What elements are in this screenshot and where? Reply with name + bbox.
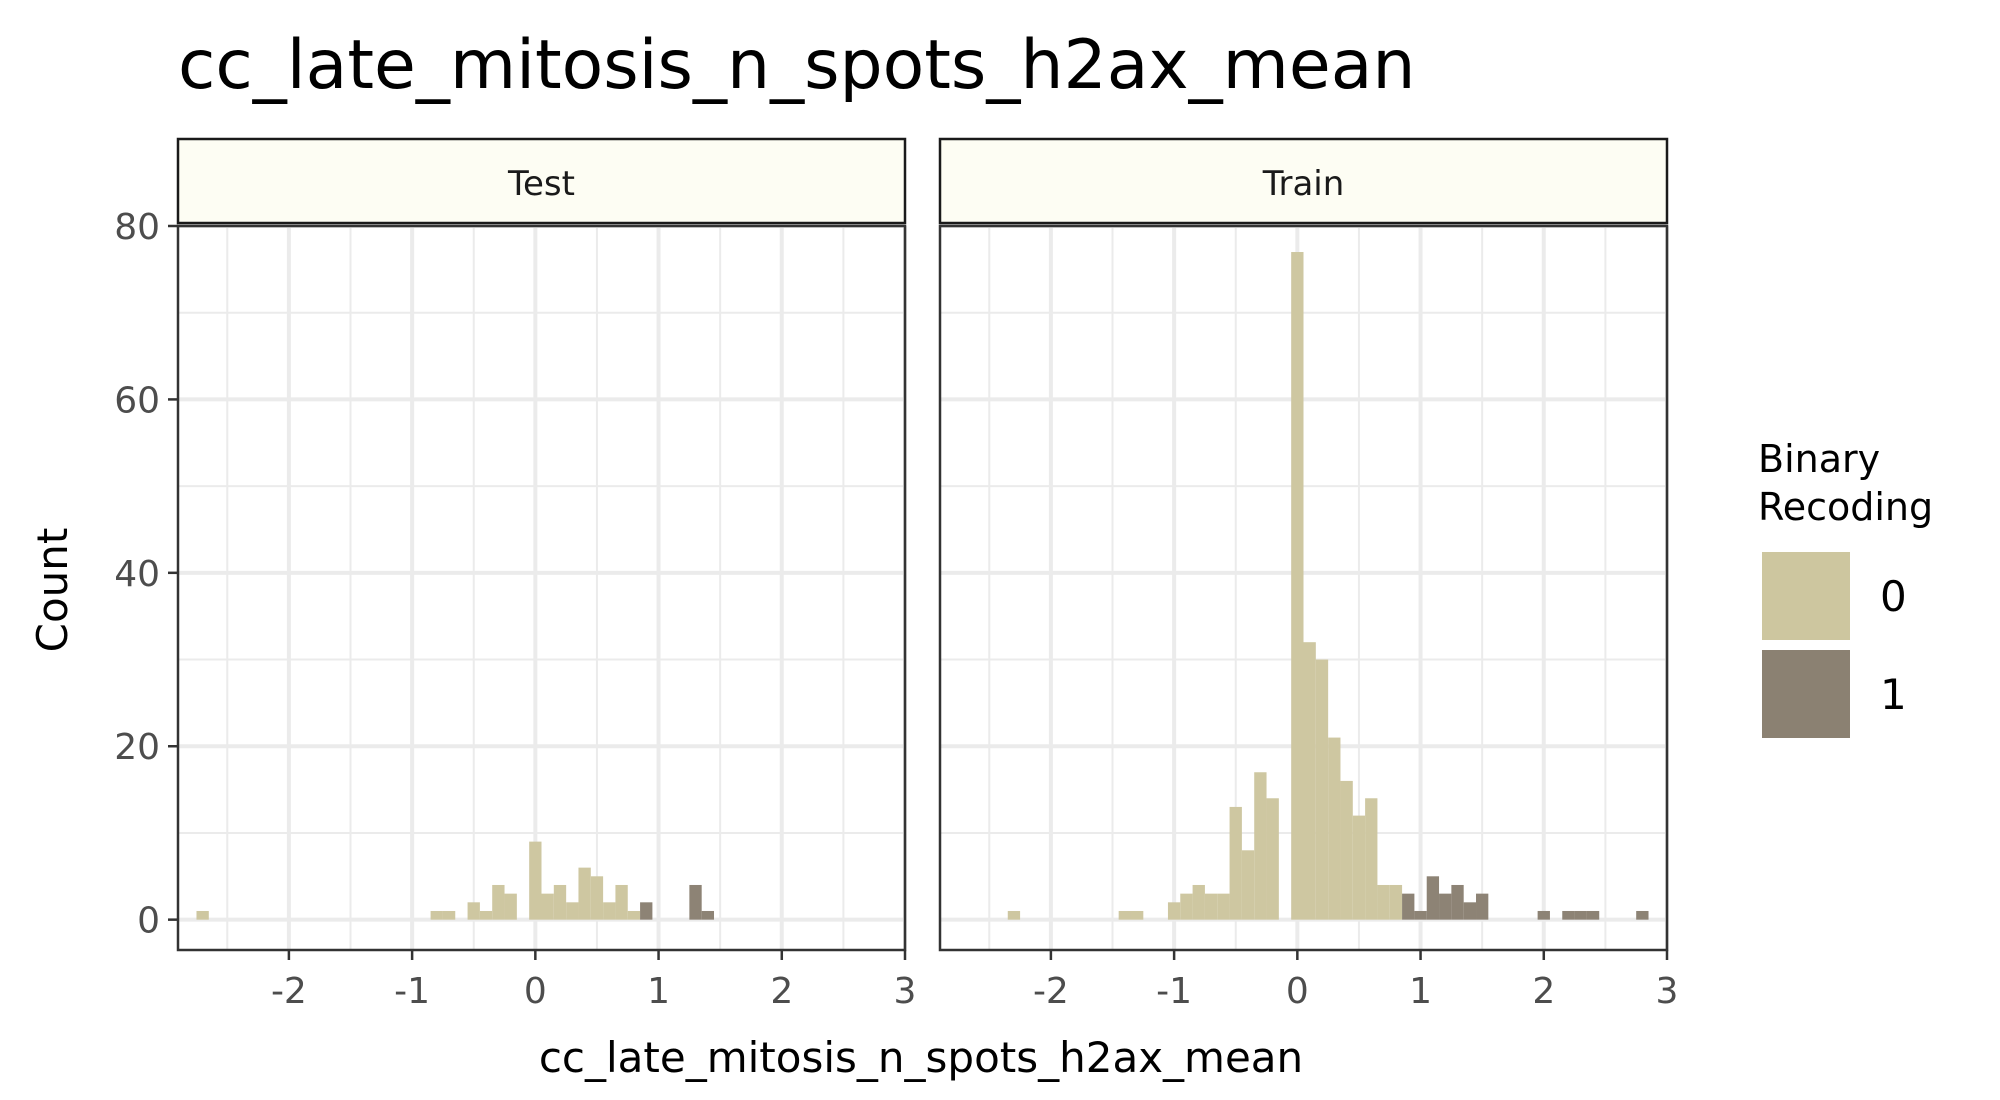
histogram-bar — [504, 893, 517, 920]
histogram-bar — [1007, 910, 1021, 920]
x-tick-label: 2 — [770, 971, 793, 1012]
histogram-bar — [1439, 893, 1452, 920]
x-tick-label: 0 — [524, 971, 547, 1012]
y-tick-label: 80 — [114, 207, 160, 248]
histogram-bar — [1254, 772, 1267, 920]
histogram-bar — [1451, 884, 1464, 920]
x-tick-label: 1 — [647, 971, 670, 1012]
panel-test: Test -2 -1 0 1 2 3 0 20 40 60 80 — [114, 137, 917, 1012]
chart-title: cc_late_mitosis_n_spots_h2ax_mean — [178, 26, 1415, 105]
histogram-bar — [615, 884, 628, 920]
histogram-bar — [430, 910, 443, 920]
histogram-bar — [603, 902, 616, 920]
x-tick-label: -2 — [1033, 971, 1069, 1012]
histogram-bar — [1229, 806, 1242, 920]
panel-border — [176, 224, 907, 952]
facet-strip — [938, 137, 1669, 225]
histogram-bar — [1377, 884, 1390, 920]
histogram-bar — [1291, 252, 1304, 920]
histogram-bar — [529, 841, 542, 920]
histogram-bar — [1636, 910, 1649, 920]
histogram-bar — [1574, 910, 1587, 920]
histogram-bar — [1402, 893, 1415, 920]
y-tick-label: 40 — [114, 554, 160, 595]
x-tick-label: -1 — [1156, 971, 1192, 1012]
facet-strip — [176, 137, 907, 225]
histogram-bar — [1118, 910, 1131, 920]
y-axis-title: Count — [28, 528, 77, 653]
histogram-bar — [1562, 910, 1575, 920]
histogram-bar — [1130, 910, 1144, 920]
histogram-bar — [1241, 850, 1255, 920]
histogram-bar — [1328, 737, 1341, 920]
histogram-bar — [578, 867, 591, 920]
legend-swatch — [1762, 552, 1850, 640]
histogram-bar — [1476, 893, 1489, 920]
panel-train: Train -2 -1 0 1 2 3 — [938, 137, 1679, 1012]
histogram-bar — [479, 910, 493, 920]
histogram-bar — [1167, 902, 1181, 920]
y-tick-label: 60 — [114, 380, 160, 421]
legend-title: Binary — [1758, 437, 1880, 481]
histogram-bar — [1426, 876, 1440, 920]
histogram-bar — [1537, 910, 1550, 920]
histogram-bar — [689, 884, 702, 920]
legend-label: 1 — [1880, 670, 1907, 719]
x-tick-label: -2 — [271, 971, 307, 1012]
x-tick-label: 0 — [1286, 971, 1309, 1012]
histogram-bar — [640, 902, 653, 920]
histogram-bar — [1303, 642, 1316, 920]
histogram-bar — [1315, 659, 1329, 920]
histogram-bar — [701, 910, 715, 920]
legend-swatch — [1762, 650, 1850, 738]
facet-strip-label: Train — [1262, 164, 1345, 204]
histogram-bar — [467, 902, 480, 920]
histogram-bar — [1586, 910, 1600, 920]
histogram-bar — [1204, 893, 1218, 920]
histogram-bar — [1217, 893, 1230, 920]
legend-title: Recoding — [1758, 485, 1933, 529]
histogram-bar — [553, 884, 567, 920]
x-tick-label: 3 — [894, 971, 917, 1012]
histogram-bar — [566, 902, 579, 920]
histogram-bar — [1340, 780, 1353, 920]
histogram-bar — [541, 893, 554, 920]
facet-strip-label: Test — [507, 164, 575, 204]
x-axis-title: cc_late_mitosis_n_spots_h2ax_mean — [539, 1033, 1303, 1082]
histogram-bar — [1180, 893, 1193, 920]
histogram-bar — [590, 876, 604, 920]
histogram-bar — [196, 910, 209, 920]
histogram-bar — [1463, 902, 1477, 920]
legend-label: 0 — [1880, 572, 1907, 621]
x-tick-label: -1 — [394, 971, 430, 1012]
x-tick-label: 3 — [1656, 971, 1679, 1012]
histogram-bar — [492, 884, 505, 920]
histogram-bar — [1266, 798, 1279, 920]
histogram-bar — [627, 910, 641, 920]
histogram-bar — [1192, 884, 1205, 920]
histogram-bar — [1389, 884, 1403, 920]
y-tick-label: 0 — [137, 901, 160, 942]
histogram-bar — [1414, 910, 1427, 920]
y-tick-label: 20 — [114, 727, 160, 768]
histogram-bar — [1365, 798, 1378, 920]
x-tick-label: 1 — [1409, 971, 1432, 1012]
histogram-bar — [1352, 815, 1366, 920]
x-tick-label: 2 — [1532, 971, 1555, 1012]
panel-border — [938, 224, 1669, 952]
facet-panels: Test -2 -1 0 1 2 3 0 20 40 60 80 Train -2 -1 0 1 2 3 — [114, 137, 1679, 1012]
histogram-bar — [442, 910, 456, 920]
